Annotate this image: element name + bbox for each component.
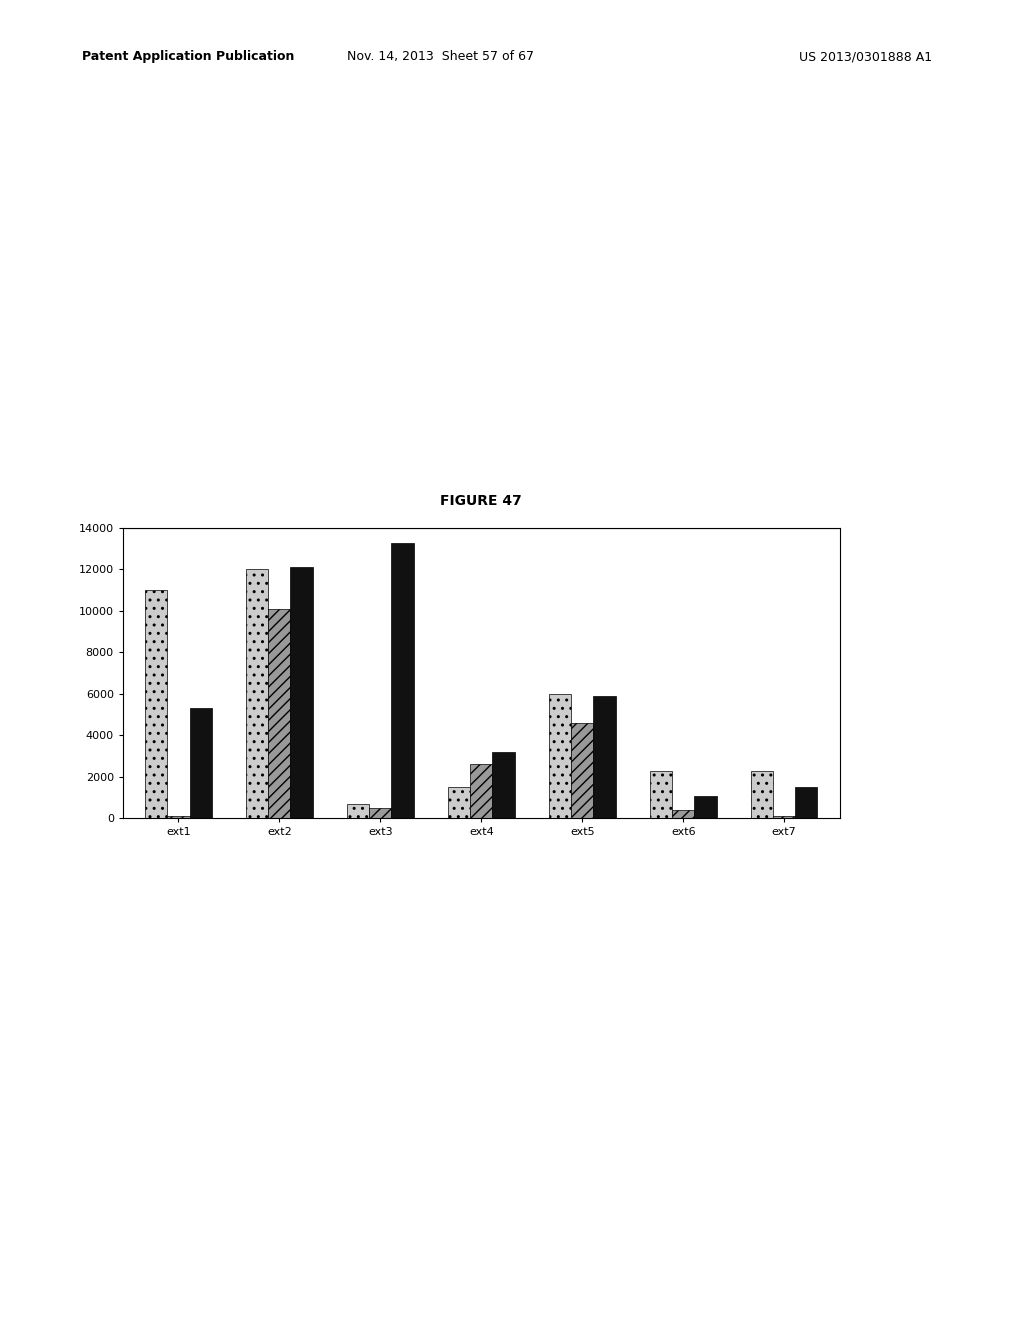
Bar bbox=[493, 752, 515, 818]
Bar bbox=[773, 816, 796, 818]
Bar bbox=[268, 609, 291, 818]
Bar bbox=[470, 764, 493, 818]
Bar bbox=[246, 569, 268, 818]
Bar bbox=[571, 723, 593, 818]
Bar bbox=[593, 696, 615, 818]
Bar bbox=[370, 808, 391, 818]
Bar bbox=[391, 543, 414, 818]
Text: US 2013/0301888 A1: US 2013/0301888 A1 bbox=[799, 50, 932, 63]
Bar bbox=[167, 816, 189, 818]
Text: Nov. 14, 2013  Sheet 57 of 67: Nov. 14, 2013 Sheet 57 of 67 bbox=[347, 50, 534, 63]
Bar bbox=[650, 771, 672, 818]
Text: FIGURE 47: FIGURE 47 bbox=[440, 494, 522, 508]
Text: Patent Application Publication: Patent Application Publication bbox=[82, 50, 294, 63]
Bar bbox=[189, 709, 212, 818]
Bar bbox=[672, 810, 694, 818]
Bar bbox=[145, 590, 167, 818]
Bar bbox=[347, 804, 370, 818]
Bar bbox=[291, 568, 312, 818]
Bar bbox=[751, 771, 773, 818]
Bar bbox=[796, 787, 817, 818]
Bar bbox=[694, 796, 717, 818]
Bar bbox=[447, 787, 470, 818]
Bar bbox=[549, 694, 571, 818]
